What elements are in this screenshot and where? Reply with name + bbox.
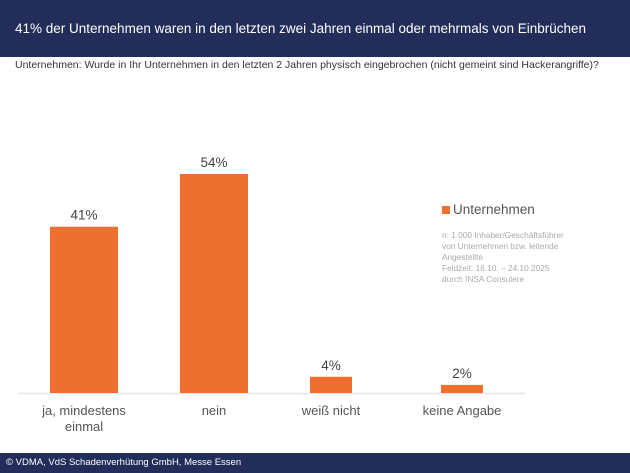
category-label: ja, mindestens einmal	[41, 403, 126, 434]
legend: Unternehmen	[442, 202, 535, 217]
footer-copyright: © VDMA, VdS Schadenverhütung GmbH, Messe…	[0, 453, 630, 473]
note-line: n: 1.000 Inhaber/Geschäftsführer	[442, 230, 564, 240]
category-label: weiß nicht	[301, 403, 361, 418]
data-label: 41%	[70, 208, 97, 223]
legend-label: Unternehmen	[453, 202, 535, 217]
header-banner: 41% der Unternehmen waren in den letzten…	[0, 0, 630, 93]
bar	[310, 376, 352, 393]
chart-question: Unternehmen: Wurde in Ihr Unternehmen in…	[15, 59, 599, 71]
note-line: von Unternehmen bzw. leitende	[442, 241, 559, 251]
bar	[50, 226, 118, 393]
category-label: keine Angabe	[423, 403, 502, 418]
data-label: 54%	[200, 155, 227, 170]
bar	[180, 174, 248, 393]
methodology-note: n: 1.000 Inhaber/Geschäftsführer von Unt…	[442, 230, 572, 285]
bar	[441, 384, 483, 393]
legend-swatch	[442, 206, 450, 214]
data-label: 2%	[452, 366, 472, 381]
note-line: Feldzeit: 16.10. – 24.10.2025	[442, 263, 550, 273]
note-line: Angestellte	[442, 252, 484, 262]
page-title: 41% der Unternehmen waren in den letzten…	[15, 21, 587, 93]
data-label: 4%	[321, 358, 341, 373]
note-line: durch INSA Consulere	[442, 274, 525, 284]
category-label: nein	[202, 403, 227, 418]
